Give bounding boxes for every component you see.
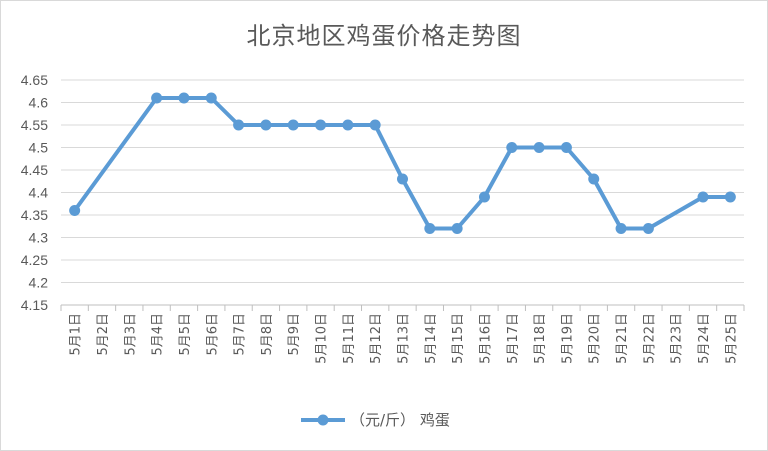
data-point	[506, 142, 518, 153]
x-tick-label: 5月18日	[533, 313, 548, 364]
data-point	[424, 223, 436, 234]
x-tick-label: 5月19日	[560, 313, 575, 364]
data-point	[642, 223, 654, 234]
data-point	[397, 173, 408, 185]
y-tick-label: 4.15	[21, 297, 48, 313]
x-tick-label: 5月8日	[260, 313, 275, 356]
y-tick-label: 4.35	[21, 207, 48, 223]
x-tick-label: 5月22日	[642, 313, 657, 364]
data-point	[178, 92, 190, 104]
legend-label: （元/斤） 鸡蛋	[350, 411, 450, 429]
x-axis-ticks: 5月1日 5月2日 5月3日 5月4日 5月5日 5月6日 5月7日 5月8日 5月9日 5月10…	[60, 305, 745, 364]
data-point	[205, 92, 217, 104]
x-tick-label: 5月5日	[178, 313, 193, 356]
x-tick-label: 5月23日	[670, 313, 685, 364]
data-point	[233, 119, 245, 131]
legend: （元/斤） 鸡蛋	[301, 411, 450, 429]
data-point	[588, 173, 600, 185]
x-tick-label: 5月17日	[506, 313, 521, 364]
data-point	[451, 223, 463, 234]
data-point	[69, 205, 81, 216]
y-tick-label: 4.4	[29, 185, 49, 201]
x-tick-label: 5月7日	[233, 313, 248, 356]
x-tick-label: 5月12日	[369, 313, 384, 364]
x-tick-label: 5月13日	[397, 313, 412, 364]
data-point	[260, 119, 272, 131]
data-point	[724, 191, 736, 203]
data-point	[697, 191, 709, 203]
x-tick-label: 5月3日	[123, 313, 138, 356]
data-point	[315, 119, 327, 131]
y-tick-label: 4.5	[29, 140, 49, 156]
legend-marker	[317, 414, 329, 426]
x-tick-label: 5月24日	[697, 313, 712, 364]
y-axis-ticks: 4.15 4.2 4.25 4.3 4.35 4.4 4.45 4.5 4.55 4.6 4.65	[21, 72, 48, 313]
x-tick-label: 5月2日	[96, 313, 111, 356]
series-group	[69, 92, 736, 234]
data-point	[287, 119, 299, 131]
x-tick-label: 5月11日	[342, 313, 357, 364]
x-tick-label: 5月4日	[151, 313, 166, 356]
x-tick-label: 5月14日	[424, 313, 439, 364]
y-tick-label: 4.25	[21, 252, 48, 268]
data-point	[369, 119, 381, 131]
x-tick-label: 5月16日	[478, 313, 493, 364]
chart-title: 北京地区鸡蛋价格走势图	[246, 22, 522, 50]
y-tick-label: 4.65	[21, 72, 48, 88]
data-point	[478, 191, 490, 203]
x-tick-label: 5月21日	[615, 313, 630, 364]
x-tick-label: 5月20日	[588, 313, 603, 364]
data-point	[615, 223, 627, 234]
y-tick-label: 4.45	[21, 162, 48, 178]
y-tick-label: 4.2	[29, 275, 49, 291]
x-tick-label: 5月15日	[451, 313, 466, 364]
y-tick-label: 4.6	[29, 95, 49, 111]
x-tick-label: 5月6日	[205, 313, 220, 356]
data-point	[151, 92, 163, 104]
x-tick-label: 5月10日	[315, 313, 330, 364]
data-point	[342, 119, 354, 131]
y-tick-label: 4.55	[21, 117, 48, 133]
x-tick-label: 5月1日	[69, 313, 84, 356]
y-tick-label: 4.3	[29, 230, 49, 246]
data-point	[533, 142, 545, 153]
x-tick-label: 5月25日	[724, 313, 739, 364]
series-line	[73, 96, 731, 231]
x-tick-label: 5月9日	[287, 313, 302, 356]
gridlines	[61, 79, 744, 306]
data-point	[560, 142, 572, 153]
